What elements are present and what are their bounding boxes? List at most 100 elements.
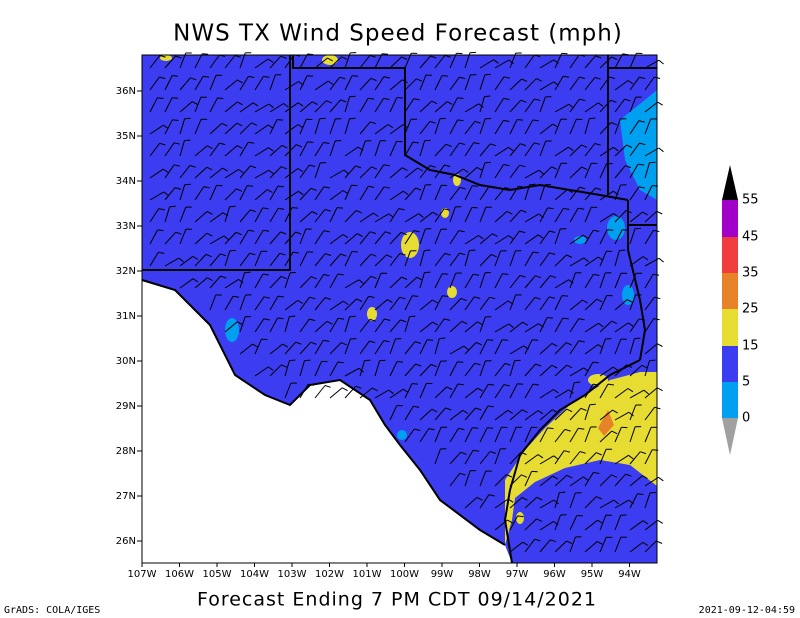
barb-shaft — [434, 185, 442, 201]
barb-shaft — [179, 184, 186, 201]
barb-flag — [519, 274, 526, 278]
barb-shaft — [224, 122, 238, 135]
barb-shaft — [299, 75, 308, 91]
barb-shaft — [404, 295, 413, 311]
barb-flag — [307, 75, 314, 77]
barb-flag — [387, 124, 394, 129]
barb-shaft — [599, 190, 614, 201]
barb-flag — [297, 124, 304, 129]
barb-flag — [444, 164, 451, 167]
barb-flag — [537, 234, 544, 239]
barb-flag — [277, 317, 284, 320]
barb-shaft — [389, 97, 398, 113]
barb-shaft — [299, 141, 308, 157]
barb-shaft — [554, 295, 563, 311]
barb-shaft — [494, 235, 509, 245]
barb-shaft — [149, 76, 160, 91]
barb-shaft — [344, 385, 357, 399]
barb-flag — [581, 144, 588, 148]
barb-flag — [307, 251, 314, 253]
barb-shaft — [584, 118, 590, 135]
barb-shaft — [299, 251, 308, 267]
barb-shaft — [419, 299, 433, 311]
barb-flag — [383, 186, 391, 189]
barb-shaft — [569, 340, 580, 355]
barb-flag — [383, 76, 390, 79]
barb-shaft — [389, 79, 403, 91]
barb-flag — [427, 339, 434, 341]
barb-flag — [289, 315, 296, 318]
barb-flag — [244, 271, 251, 274]
barb-shaft — [284, 124, 299, 135]
barb-flag — [626, 299, 633, 303]
barb-shaft — [209, 185, 217, 201]
barb-flag — [459, 76, 466, 80]
barb-flag — [445, 407, 452, 411]
barb-shaft — [194, 53, 203, 69]
barb-flag — [506, 474, 512, 478]
barb-shaft — [599, 251, 607, 267]
barb-shaft — [179, 278, 194, 289]
barb-flag — [583, 234, 589, 239]
barb-shaft — [614, 427, 622, 443]
barb-flag — [559, 491, 566, 494]
barb-flag — [536, 518, 543, 522]
wind-band-15-25-patches — [160, 55, 608, 524]
barb-flag — [157, 97, 164, 99]
barb-shaft — [494, 120, 504, 135]
barb-flag — [203, 75, 210, 78]
barb-shaft — [479, 96, 485, 113]
barb-shaft — [464, 235, 479, 245]
barb-shaft — [164, 231, 177, 245]
barb-shaft — [404, 167, 418, 179]
barb-shaft — [599, 56, 612, 69]
barb-shaft — [389, 405, 398, 421]
barb-shaft — [449, 252, 460, 267]
barb-flag — [219, 142, 226, 146]
barb-shaft — [629, 426, 636, 443]
barb-flag — [441, 75, 448, 77]
barb-flag — [262, 207, 269, 210]
barb-shaft — [149, 124, 164, 135]
barb-flag — [297, 102, 304, 107]
lat-label: 30N — [116, 356, 136, 367]
lat-label: 36N — [116, 86, 136, 97]
barb-flag — [582, 476, 589, 481]
barb-flag — [217, 97, 224, 100]
barb-flag — [412, 295, 419, 297]
barb-shaft — [614, 411, 630, 421]
barb-flag — [532, 119, 539, 122]
barb-shaft — [449, 53, 457, 69]
barb-shaft — [434, 208, 445, 223]
barb-flag — [579, 186, 586, 190]
barb-flag — [658, 147, 664, 153]
barb-shaft — [404, 406, 414, 421]
barb-flag — [336, 207, 344, 209]
barb-flag — [656, 210, 663, 215]
barb-flag — [340, 253, 347, 257]
barb-shaft — [389, 141, 397, 157]
barb-flag — [429, 165, 436, 168]
barb-flag — [552, 123, 558, 128]
barb-flag — [340, 99, 347, 103]
barb-shaft — [389, 56, 402, 69]
barb-shaft — [239, 76, 249, 91]
barb-shaft — [344, 316, 351, 333]
barb-shaft — [449, 142, 460, 157]
barb-shaft — [494, 250, 501, 267]
barb-shaft — [464, 296, 475, 311]
barb-flag — [476, 496, 483, 501]
barb-flag — [443, 208, 451, 211]
barb-flag — [654, 76, 661, 79]
barb-flag — [461, 320, 468, 325]
barb-shaft — [554, 103, 570, 113]
barb-flag — [221, 122, 228, 127]
barb-shaft — [524, 518, 537, 531]
barb-shaft — [284, 231, 296, 245]
barb-flag — [487, 339, 494, 341]
barb-flag — [356, 298, 363, 302]
barb-shaft — [359, 360, 365, 377]
barb-flag — [568, 389, 574, 394]
barb-shaft — [479, 59, 494, 69]
lat-axis: 26N 27N 28N 29N 30N 31N 32N 33N 34N 35N 36N — [116, 86, 142, 547]
